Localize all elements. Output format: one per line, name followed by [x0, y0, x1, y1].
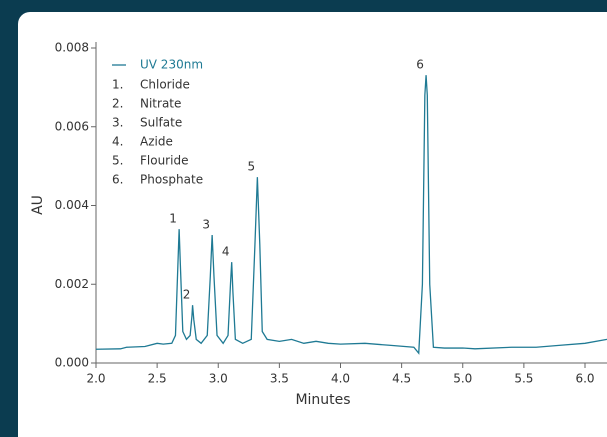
- compound-name: Sulfate: [140, 116, 182, 130]
- x-tick-label: 5.0: [453, 372, 472, 386]
- compound-name: Flouride: [140, 154, 188, 168]
- compound-number: 6.: [112, 173, 123, 187]
- x-tick-label: 6.0: [575, 372, 594, 386]
- compound-number: 5.: [112, 154, 123, 168]
- compound-name: Phosphate: [140, 173, 203, 187]
- peak-label: 5: [248, 160, 256, 174]
- compound-number: 1.: [112, 78, 123, 92]
- x-tick-label: 4.0: [331, 372, 350, 386]
- y-tick-label: 0.004: [55, 198, 89, 212]
- x-tick-label: 2.0: [86, 372, 105, 386]
- y-tick-label: 0.000: [55, 356, 89, 370]
- legend-label: UV 230nm: [140, 58, 203, 72]
- compound-number: 2.: [112, 97, 123, 111]
- x-tick-label: 3.5: [270, 372, 289, 386]
- x-axis-label: Minutes: [295, 392, 350, 408]
- compound-name: Azide: [140, 135, 173, 149]
- x-tick-label: 3.0: [209, 372, 228, 386]
- compound-name: Chloride: [140, 78, 190, 92]
- peak-label: 6: [416, 58, 424, 72]
- x-tick-label: 4.5: [392, 372, 411, 386]
- compound-name: Nitrate: [140, 97, 181, 111]
- peak-label: 2: [183, 288, 191, 302]
- peak-label: 3: [202, 218, 210, 232]
- x-tick-label: 2.5: [148, 372, 167, 386]
- y-axis-label: AU: [30, 195, 46, 215]
- y-tick-label: 0.006: [55, 119, 89, 133]
- compound-number: 4.: [112, 135, 123, 149]
- peak-label: 4: [222, 245, 230, 259]
- y-tick-label: 0.002: [55, 277, 89, 291]
- y-tick-label: 0.008: [55, 41, 89, 55]
- peak-label: 1: [169, 212, 177, 226]
- series-line: [95, 75, 607, 355]
- panel: [18, 12, 607, 437]
- compound-number: 3.: [112, 116, 123, 130]
- x-tick-label: 5.5: [514, 372, 533, 386]
